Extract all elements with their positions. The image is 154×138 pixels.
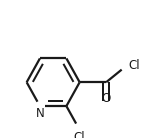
Text: Cl: Cl <box>74 131 85 138</box>
Text: O: O <box>101 92 111 105</box>
Text: N: N <box>36 107 44 120</box>
Text: Cl: Cl <box>129 59 140 71</box>
